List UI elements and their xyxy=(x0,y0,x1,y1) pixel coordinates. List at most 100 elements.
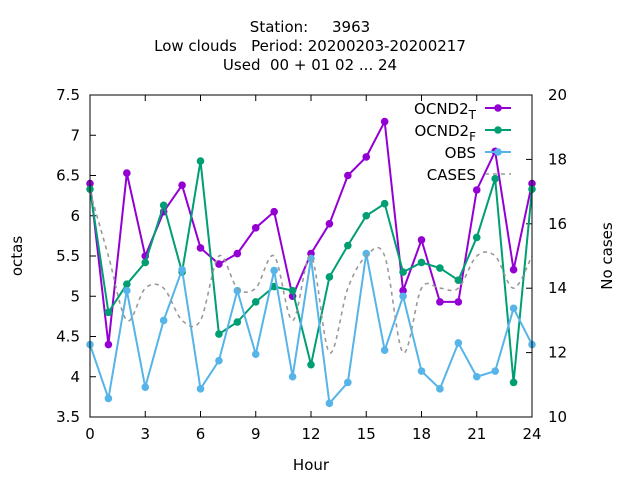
data-point xyxy=(325,220,334,228)
y-tick-label: 6.5 xyxy=(56,167,80,185)
data-point xyxy=(509,265,518,274)
legend-label: OCND2F xyxy=(414,122,476,144)
y-axis-label: octas xyxy=(8,236,26,276)
data-point xyxy=(380,199,389,208)
data-point xyxy=(288,372,297,381)
data-point xyxy=(491,367,499,375)
data-point xyxy=(472,372,481,381)
data-point xyxy=(417,236,426,244)
x-tick-label: 21 xyxy=(467,425,486,443)
legend-entry-ocnd2-f-1: OCND2F xyxy=(414,122,511,144)
data-point xyxy=(399,286,407,295)
x-tick-label: 15 xyxy=(357,425,376,443)
y-tick-label: 5 xyxy=(70,287,80,305)
data-point xyxy=(380,117,389,126)
title-line-3: Used 00 + 01 02 ... 24 xyxy=(223,56,397,74)
data-point xyxy=(288,286,297,295)
data-point xyxy=(123,286,131,295)
x-tick-label: 9 xyxy=(251,425,261,443)
x-tick-label: 3 xyxy=(140,425,150,443)
data-point xyxy=(233,318,242,326)
legend-marker xyxy=(494,126,502,134)
data-point xyxy=(344,171,352,180)
data-point xyxy=(454,339,463,347)
y-tick-label: 7 xyxy=(70,126,80,144)
data-point xyxy=(362,153,371,161)
plot-frame xyxy=(89,94,533,418)
x-axis-label: Hour xyxy=(293,456,330,474)
data-point xyxy=(123,280,131,288)
data-point xyxy=(325,273,334,281)
data-point xyxy=(417,258,426,267)
series-ocnd2-t-0 xyxy=(86,117,536,349)
y-tick-label: 7.5 xyxy=(56,86,80,104)
x-tick-label: 0 xyxy=(85,425,95,443)
data-point xyxy=(417,367,426,375)
data-point xyxy=(399,292,407,301)
data-point xyxy=(104,340,113,349)
data-point xyxy=(196,385,205,393)
data-point xyxy=(215,356,223,365)
data-point xyxy=(178,181,186,189)
data-point xyxy=(159,201,168,210)
series-cases-3 xyxy=(89,191,533,354)
data-point xyxy=(270,266,278,275)
data-point xyxy=(454,276,463,284)
data-point xyxy=(344,241,352,250)
x-tick-label: 12 xyxy=(301,425,320,443)
y-tick-label: 6 xyxy=(70,207,80,225)
data-point xyxy=(509,378,518,387)
data-point xyxy=(141,383,150,392)
series-obs-2 xyxy=(86,249,536,408)
data-point xyxy=(215,260,223,268)
data-point xyxy=(436,264,444,272)
title-line-1: Station: 3963 xyxy=(250,18,370,36)
legend-entry-ocnd2-t-0: OCND2T xyxy=(414,100,511,122)
x-tick-label: 24 xyxy=(522,425,541,443)
y2-tick-label: 18 xyxy=(548,150,567,168)
y2-tick-label: 14 xyxy=(548,279,567,297)
data-point xyxy=(307,360,315,369)
data-point xyxy=(123,169,131,177)
data-point xyxy=(196,157,205,165)
data-point xyxy=(436,385,444,393)
data-point xyxy=(141,258,150,267)
data-point xyxy=(196,244,205,252)
data-point xyxy=(251,350,260,359)
data-point xyxy=(509,304,518,313)
data-point xyxy=(399,268,407,276)
y-tick-label: 3.5 xyxy=(56,408,80,426)
data-point xyxy=(380,346,389,354)
y-tick-label: 4.5 xyxy=(56,328,80,346)
data-point xyxy=(344,378,352,387)
series-ocnd2-f-1 xyxy=(86,157,536,387)
y-tick-label: 4 xyxy=(70,368,80,386)
y-tick-label: 5.5 xyxy=(56,247,80,265)
legend-label: CASES xyxy=(427,166,476,184)
legend-entry-cases-3: CASES xyxy=(427,166,511,184)
data-point xyxy=(270,207,278,216)
title-line-2: Low clouds Period: 20200203-20200217 xyxy=(154,37,466,55)
data-point xyxy=(104,394,113,403)
data-point xyxy=(472,233,481,242)
data-point xyxy=(436,298,444,306)
data-point xyxy=(362,249,371,258)
data-point xyxy=(104,308,113,317)
x-tick-label: 18 xyxy=(412,425,431,443)
y2-tick-label: 16 xyxy=(548,215,567,233)
x-tick-label: 6 xyxy=(196,425,206,443)
series-group xyxy=(86,117,536,408)
data-point xyxy=(325,399,334,408)
legend-marker xyxy=(494,104,502,112)
data-point xyxy=(491,174,499,183)
data-point xyxy=(251,298,260,306)
data-point xyxy=(454,298,463,306)
legend-label: OCND2T xyxy=(414,100,477,122)
y2-tick-label: 12 xyxy=(548,344,567,362)
data-point xyxy=(178,265,186,274)
data-point xyxy=(159,316,168,325)
y2-tick-label: 10 xyxy=(548,408,567,426)
y2-axis-label: No cases xyxy=(598,222,616,290)
legend-entry-obs-2: OBS xyxy=(445,144,511,162)
